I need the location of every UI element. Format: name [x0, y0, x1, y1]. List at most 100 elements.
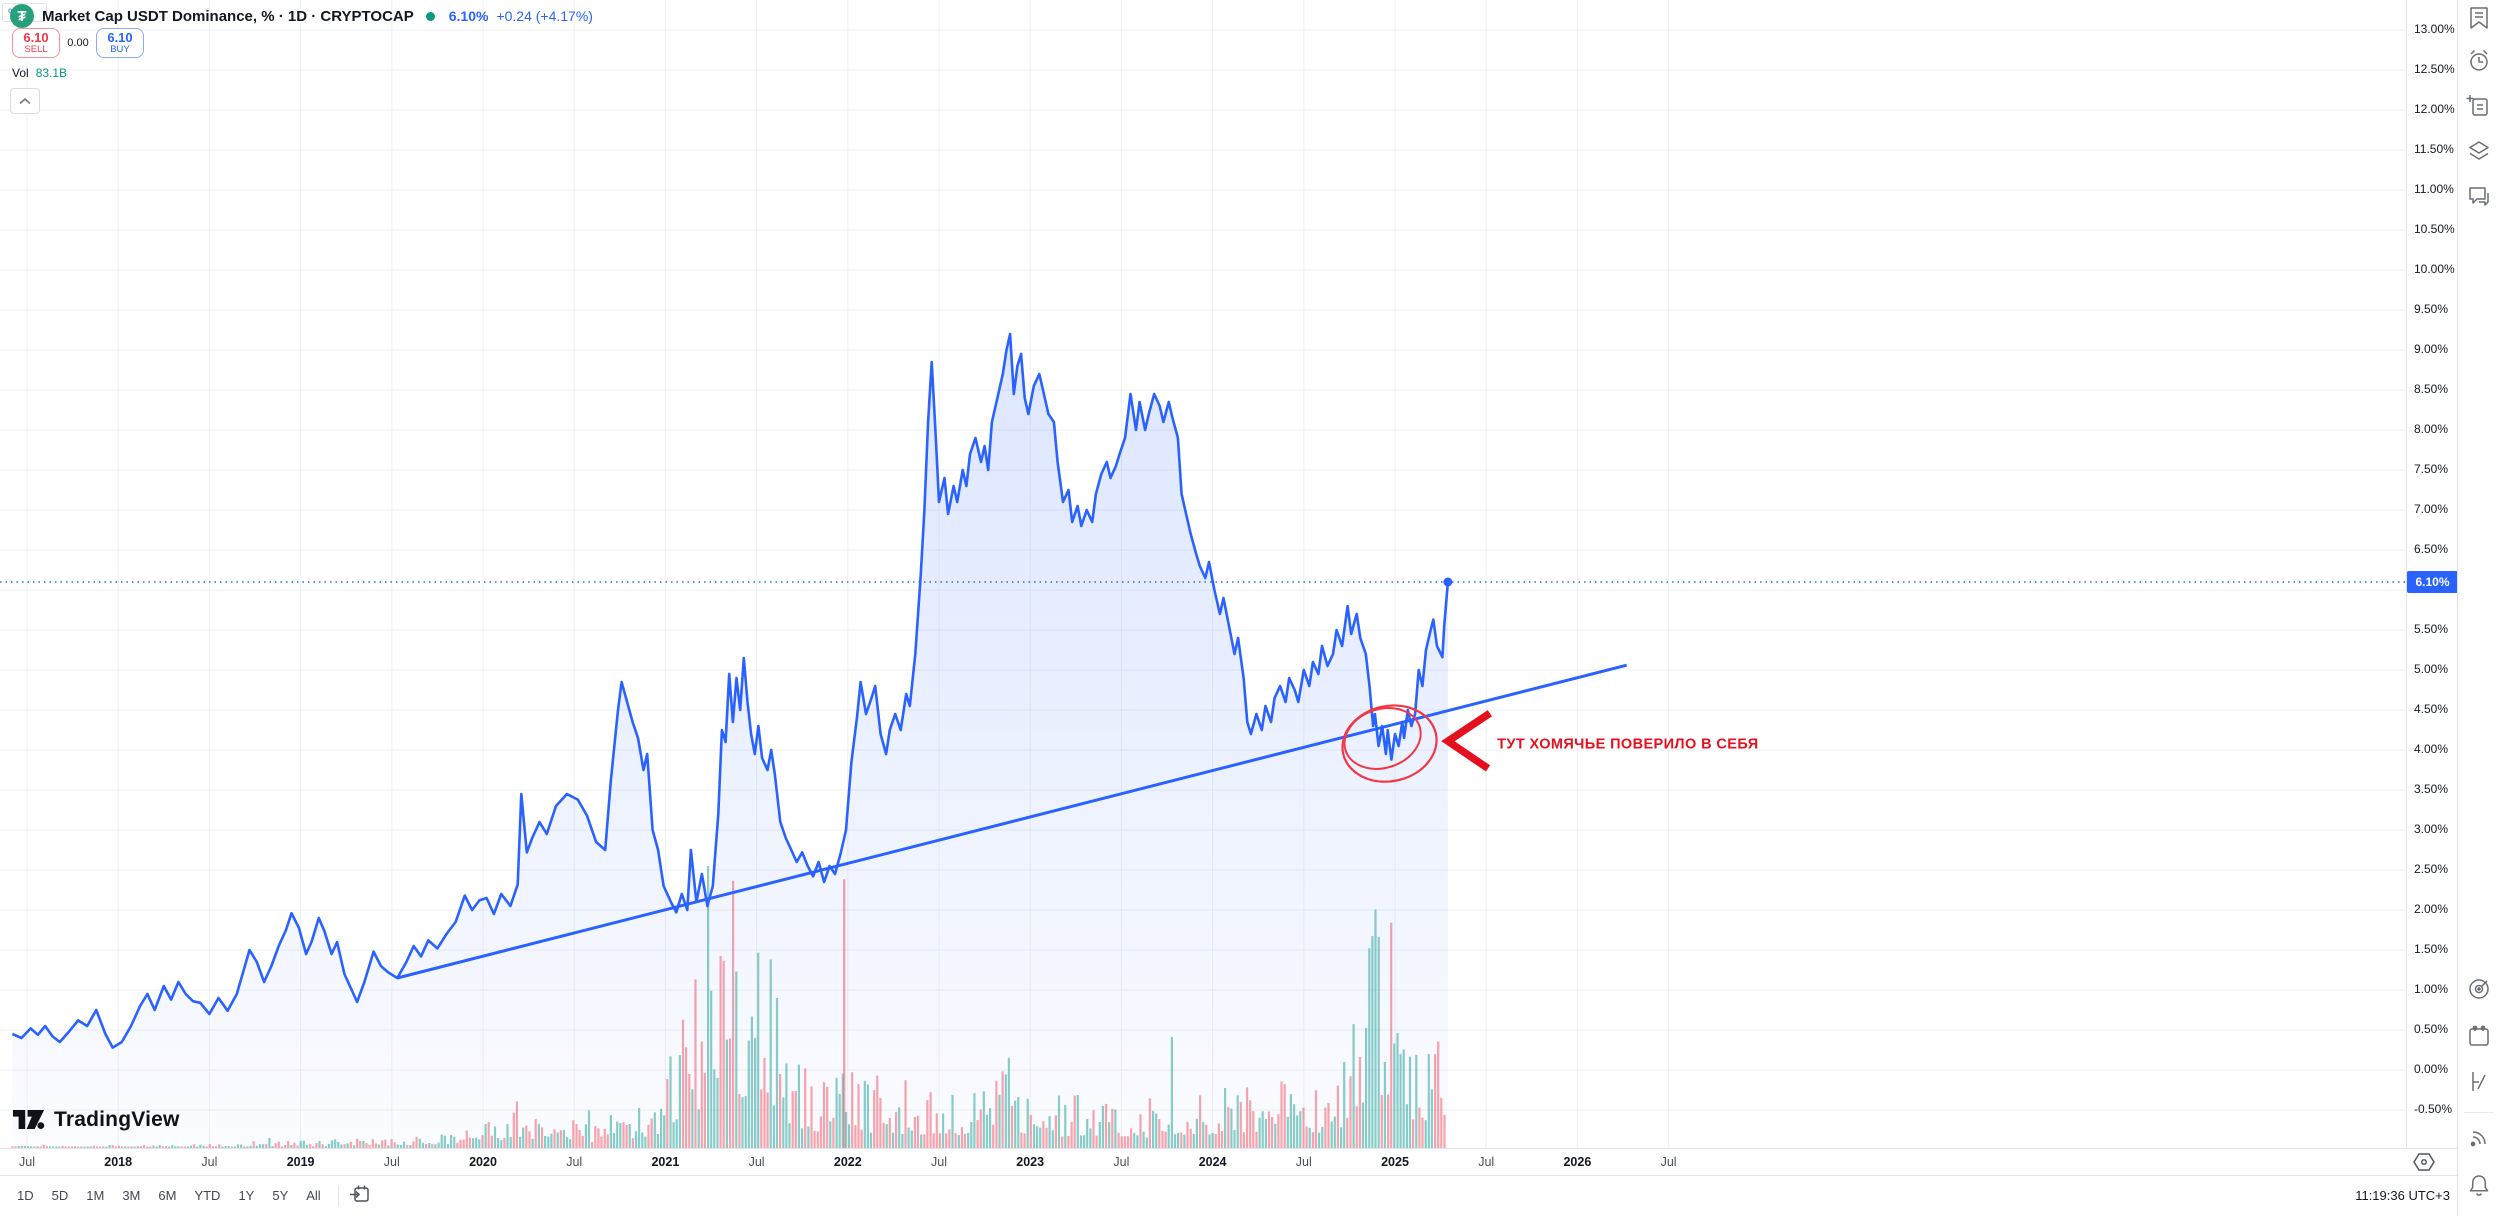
- time-tick-label: 2018: [104, 1155, 133, 1169]
- time-tick-label: 2020: [469, 1155, 497, 1169]
- time-tick-label: 2025: [1381, 1155, 1409, 1169]
- price-tick-label: 12.00%: [2414, 102, 2455, 116]
- go-to-date-button[interactable]: [347, 1183, 373, 1209]
- price-tick-label: 8.50%: [2414, 382, 2449, 396]
- spread-value: 0.00: [67, 37, 89, 49]
- streams-icon[interactable]: [2465, 1124, 2493, 1152]
- price-tick-label: 9.50%: [2414, 302, 2449, 316]
- trade-panel: 6.10 SELL 0.00 6.10 BUY: [12, 28, 144, 58]
- price-tick-label: 10.50%: [2414, 222, 2455, 236]
- price-tick-label: 4.50%: [2414, 702, 2449, 716]
- annotation-drawing[interactable]: ТУТ ХОМЯЧЬЕ ПОВЕРИЛО В СЕБЯ: [1335, 697, 1758, 790]
- screener-icon[interactable]: [2465, 975, 2493, 1003]
- range-button-1d[interactable]: 1D: [8, 1182, 43, 1209]
- price-tick-label: 1.00%: [2414, 982, 2449, 996]
- bottom-toolbar: 1D 5D 1M 3M 6M YTD 1Y 5Y All 11:19:36 UTC+3: [0, 1175, 2457, 1216]
- price-tick-label: 13.00%: [2414, 22, 2455, 36]
- price-tick-label: 0.00%: [2414, 1062, 2449, 1076]
- watchlist-icon[interactable]: [2465, 4, 2493, 32]
- data-window-icon[interactable]: [2465, 1068, 2493, 1096]
- price-tick-label: 7.50%: [2414, 462, 2449, 476]
- symbol-title[interactable]: Market Cap USDT Dominance, % · 1D · CRYP…: [42, 7, 414, 25]
- annotation-arrow: [1441, 710, 1492, 772]
- time-tick-label: 2022: [833, 1155, 862, 1169]
- buy-button[interactable]: 6.10 BUY: [96, 28, 144, 58]
- chart-pane[interactable]: ТУТ ХОМЯЧЬЕ ПОВЕРИЛО В СЕБЯ: [0, 0, 2406, 1148]
- time-tick-label: 2023: [1016, 1155, 1045, 1169]
- toolbar-divider: [337, 1184, 339, 1207]
- tradingview-mark-icon: [12, 1110, 45, 1130]
- ideas-icon[interactable]: [2465, 92, 2493, 120]
- price-change: +0.24 (+4.17%): [496, 8, 593, 24]
- range-buttons: 1D 5D 1M 3M 6M YTD 1Y 5Y All: [8, 1182, 373, 1209]
- buy-price: 6.10: [107, 30, 133, 45]
- clock[interactable]: 11:19:36 UTC+3: [2355, 1188, 2450, 1203]
- price-tick-label: 9.00%: [2414, 342, 2449, 356]
- time-tick-label: Jul: [748, 1155, 765, 1169]
- time-tick-label: 2021: [651, 1155, 680, 1169]
- price-tick-label: 4.00%: [2414, 742, 2449, 756]
- time-tick-label: Jul: [1295, 1155, 1312, 1169]
- right-sidebar: [2457, 0, 2499, 1216]
- last-price: 6.10%: [448, 8, 489, 24]
- series-line: [11, 332, 1450, 1049]
- sidebar-divider: [2464, 1112, 2494, 1113]
- time-tick-label: Jul: [1478, 1155, 1495, 1169]
- object-tree-icon[interactable]: [2465, 137, 2493, 165]
- chat-icon[interactable]: [2465, 183, 2493, 211]
- buy-label: BUY: [110, 44, 130, 55]
- time-tick-label: Jul: [1113, 1155, 1130, 1169]
- tradingview-logo[interactable]: TradingView: [12, 1106, 180, 1133]
- range-button-6m[interactable]: 6M: [149, 1182, 185, 1209]
- price-tick-label: 12.50%: [2414, 62, 2455, 76]
- time-scale[interactable]: Jul 2018 Jul 2019 Jul 2020 Jul 2021 Jul 2022 Jul 20…: [0, 1148, 2457, 1176]
- time-tick-label: 2026: [1563, 1155, 1592, 1169]
- price-tick-label: 5.00%: [2414, 662, 2449, 676]
- range-button-1y[interactable]: 1Y: [229, 1182, 263, 1209]
- price-tick-label: 11.50%: [2414, 142, 2454, 156]
- tradingview-logo-text: TradingView: [54, 1107, 180, 1131]
- collapse-pane-button[interactable]: [10, 88, 40, 114]
- market-open-dot: [425, 11, 435, 21]
- range-button-5y[interactable]: 5Y: [263, 1182, 297, 1209]
- sell-button[interactable]: 6.10 SELL: [12, 28, 60, 58]
- calendar-icon[interactable]: [2465, 1023, 2493, 1051]
- last-price-badge: 6.10%: [2407, 571, 2458, 593]
- sell-price: 6.10: [23, 30, 49, 45]
- price-tick-label: 1.50%: [2414, 942, 2449, 956]
- price-scale[interactable]: 13.00% 12.50% 12.00% 11.50% 11.00% 10.50% 10.0…: [2406, 0, 2458, 1175]
- time-tick-label: 2024: [1198, 1155, 1227, 1169]
- time-tick-label: Jul: [931, 1155, 947, 1169]
- time-tick-label: Jul: [1660, 1155, 1677, 1169]
- price-tick-label: 0.50%: [2414, 1022, 2449, 1036]
- range-button-all[interactable]: All: [297, 1182, 329, 1209]
- price-tick-label: 2.00%: [2414, 902, 2449, 916]
- sell-label: SELL: [24, 44, 48, 55]
- range-button-1m[interactable]: 1M: [77, 1182, 113, 1209]
- time-tick-label: Jul: [383, 1155, 400, 1169]
- time-tick-label: Jul: [201, 1155, 218, 1169]
- alerts-icon[interactable]: [2465, 47, 2493, 75]
- volume-legend: Vol 83.1B: [12, 66, 67, 80]
- price-tick-label: 3.00%: [2414, 822, 2449, 836]
- volume-value: 83.1B: [35, 66, 68, 80]
- price-tick-label: 3.50%: [2414, 782, 2449, 796]
- trendline[interactable]: [396, 663, 1628, 980]
- gear-icon[interactable]: [2412, 1151, 2436, 1173]
- calendar-goto-icon: [349, 1185, 369, 1202]
- price-tick-label: 8.00%: [2414, 422, 2449, 436]
- range-button-ytd[interactable]: YTD: [185, 1182, 229, 1209]
- notifications-icon[interactable]: [2465, 1172, 2493, 1200]
- range-button-3m[interactable]: 3M: [113, 1182, 149, 1209]
- price-tick-label: 2.50%: [2414, 862, 2449, 876]
- price-tick-label: 11.00%: [2414, 182, 2454, 196]
- volume-label: Vol: [12, 66, 29, 80]
- chevron-up-icon: [19, 97, 31, 105]
- range-button-5d[interactable]: 5D: [43, 1182, 78, 1209]
- last-value-dot: [1443, 577, 1453, 587]
- price-tick-label: -0.50%: [2414, 1102, 2453, 1116]
- price-tick-label: 10.00%: [2414, 262, 2455, 276]
- price-tick-label: 6.50%: [2414, 542, 2449, 556]
- price-tick-label: 5.50%: [2414, 622, 2449, 636]
